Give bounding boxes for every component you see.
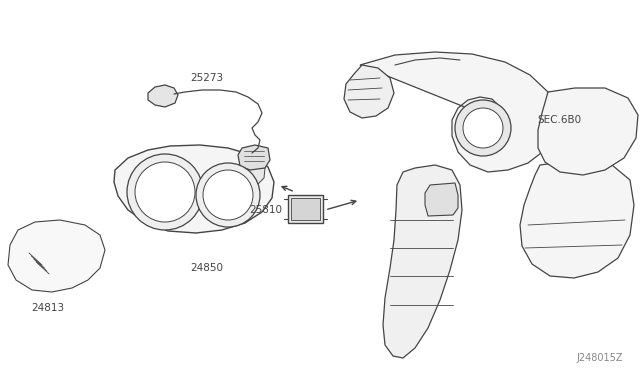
Polygon shape: [244, 157, 265, 185]
Polygon shape: [288, 195, 323, 223]
Polygon shape: [360, 52, 556, 172]
Polygon shape: [148, 85, 178, 107]
Circle shape: [127, 154, 203, 230]
Text: 24850: 24850: [191, 263, 223, 273]
Circle shape: [463, 108, 503, 148]
Circle shape: [135, 162, 195, 222]
Circle shape: [455, 100, 511, 156]
Circle shape: [203, 170, 253, 220]
Text: J248015Z: J248015Z: [577, 353, 623, 363]
Polygon shape: [114, 145, 274, 233]
Polygon shape: [291, 198, 320, 220]
Polygon shape: [383, 165, 462, 358]
Text: 24813: 24813: [31, 303, 65, 313]
Text: SEC.6B0: SEC.6B0: [537, 115, 581, 125]
Circle shape: [196, 163, 260, 227]
Polygon shape: [344, 65, 394, 118]
Polygon shape: [520, 160, 634, 278]
Text: 25810: 25810: [249, 205, 282, 215]
Polygon shape: [8, 220, 105, 292]
Polygon shape: [238, 145, 270, 170]
Polygon shape: [538, 88, 638, 175]
Text: 25273: 25273: [191, 73, 223, 83]
Polygon shape: [425, 183, 458, 216]
